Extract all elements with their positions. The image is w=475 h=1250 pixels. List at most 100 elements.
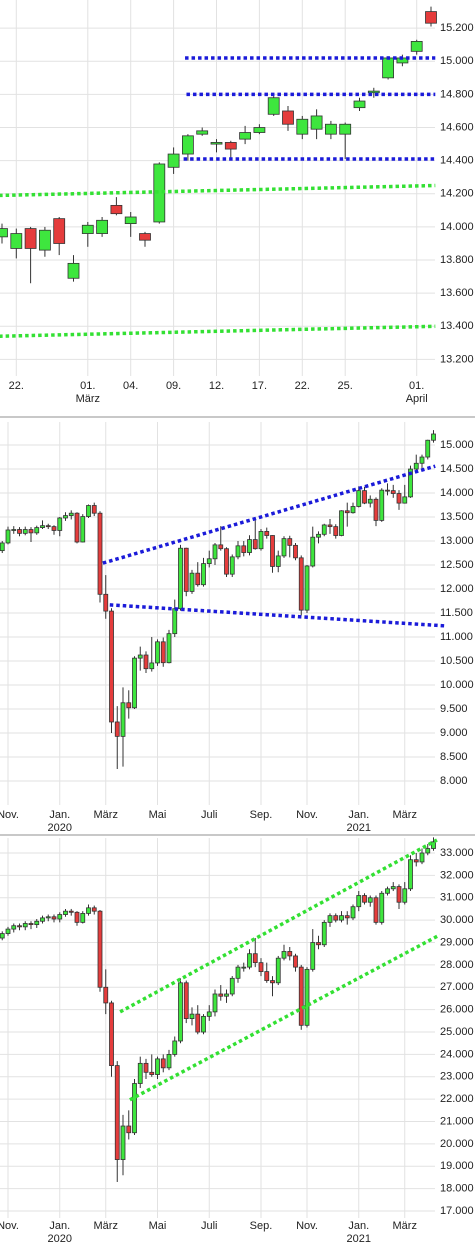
- trend-line: [129, 933, 441, 1102]
- y-tick-label: 13.600: [440, 287, 474, 299]
- candle-body: [373, 897, 379, 923]
- candle-body: [139, 233, 151, 241]
- candle-body: [282, 110, 294, 125]
- candle-body: [17, 925, 22, 928]
- candle-body: [396, 493, 402, 504]
- candle-body: [275, 957, 281, 984]
- candle-body: [235, 966, 241, 979]
- x-tick-label: Sep.: [250, 1220, 273, 1232]
- x-tick-label: März: [393, 809, 417, 821]
- candle-body: [298, 966, 304, 1026]
- x-tick-label: Nov.: [0, 1220, 19, 1232]
- x-tick-label: Sep.: [250, 809, 273, 821]
- candle-body: [86, 907, 91, 914]
- candle-body: [310, 115, 323, 130]
- y-tick-label: 19.000: [440, 1160, 474, 1172]
- trend-line: [119, 838, 438, 1014]
- candle-body: [178, 982, 183, 1042]
- candle-body: [196, 130, 209, 135]
- candle-body: [201, 1015, 206, 1033]
- candle-body: [189, 1013, 195, 1020]
- y-tick-label: 15.000: [440, 439, 474, 451]
- candle-body: [124, 216, 137, 225]
- y-tick-label: 11.000: [440, 631, 473, 643]
- candle-body: [408, 468, 413, 498]
- candle-body: [425, 848, 431, 854]
- candle-body: [339, 915, 344, 921]
- candle-body: [252, 953, 258, 964]
- candle-body: [57, 914, 63, 920]
- y-tick-label: 14.000: [440, 221, 474, 233]
- candle-body: [80, 516, 86, 543]
- y-tick-label: 14.800: [440, 88, 474, 100]
- y-tick-label: 21.000: [440, 1115, 474, 1127]
- candle-body: [356, 490, 362, 507]
- y-tick-label: 20.000: [440, 1138, 474, 1150]
- y-tick-label: 29.000: [440, 936, 474, 948]
- candle-body: [149, 1071, 155, 1075]
- candle-body: [267, 97, 280, 115]
- candle-body: [344, 510, 350, 514]
- candle-body: [264, 531, 270, 536]
- y-tick-label: 14.000: [440, 487, 474, 499]
- candle-body: [212, 993, 218, 1013]
- candle-body: [402, 888, 408, 903]
- candle-body: [86, 505, 91, 517]
- candle-body: [270, 980, 275, 984]
- candle-body: [210, 142, 223, 145]
- candle-body: [155, 641, 160, 664]
- candle-body: [103, 986, 109, 1004]
- candle-body: [155, 1058, 160, 1075]
- y-tick-label: 28.000: [440, 959, 474, 971]
- candle-body: [431, 841, 436, 849]
- candle-body: [5, 928, 11, 934]
- candle-body: [206, 1011, 212, 1017]
- y-tick-label: 8.000: [440, 775, 468, 787]
- candle-body: [45, 525, 51, 528]
- y-tick-label: 13.200: [440, 353, 474, 365]
- candle-body: [40, 525, 45, 528]
- candle-body: [339, 510, 344, 536]
- candle-body: [350, 906, 356, 919]
- candle-body: [413, 859, 419, 863]
- candle-body: [316, 533, 321, 538]
- candle-body: [5, 529, 11, 544]
- candle-body: [137, 654, 143, 659]
- x-sub-label: 2020: [48, 822, 72, 834]
- candle-body: [408, 859, 413, 890]
- candle-body: [195, 1013, 201, 1033]
- x-tick-label: Juli: [201, 1220, 218, 1232]
- candle-body: [310, 536, 316, 567]
- x-tick-label: Nov.: [0, 809, 19, 821]
- candle-body: [183, 982, 189, 1020]
- candle-body: [63, 515, 68, 519]
- candle-body: [167, 153, 180, 168]
- candle-body: [229, 977, 235, 995]
- candle-body: [120, 702, 126, 737]
- candle-body: [316, 942, 321, 946]
- candle-body: [126, 702, 132, 709]
- candle-body: [39, 229, 51, 251]
- x-tick-label: 25.: [338, 380, 353, 392]
- candle-body: [166, 1054, 172, 1069]
- candle-body: [132, 1083, 137, 1134]
- candle-body: [149, 662, 155, 670]
- candle-body: [385, 888, 390, 894]
- candle-body: [0, 228, 8, 238]
- candle-body: [81, 224, 94, 234]
- y-tick-label: 14.600: [440, 121, 474, 133]
- candle-body: [321, 921, 327, 946]
- candle-body: [224, 142, 237, 150]
- y-tick-label: 30.000: [440, 914, 474, 926]
- candle-body: [28, 529, 34, 534]
- y-tick-label: 12.000: [440, 583, 474, 595]
- y-tick-label: 10.500: [440, 655, 474, 667]
- candle-body: [137, 1062, 143, 1084]
- candle-body: [34, 920, 40, 926]
- candle-body: [224, 548, 229, 575]
- trend-line: [0, 183, 436, 198]
- y-tick-label: 15.200: [440, 22, 474, 34]
- candle-body: [296, 118, 309, 135]
